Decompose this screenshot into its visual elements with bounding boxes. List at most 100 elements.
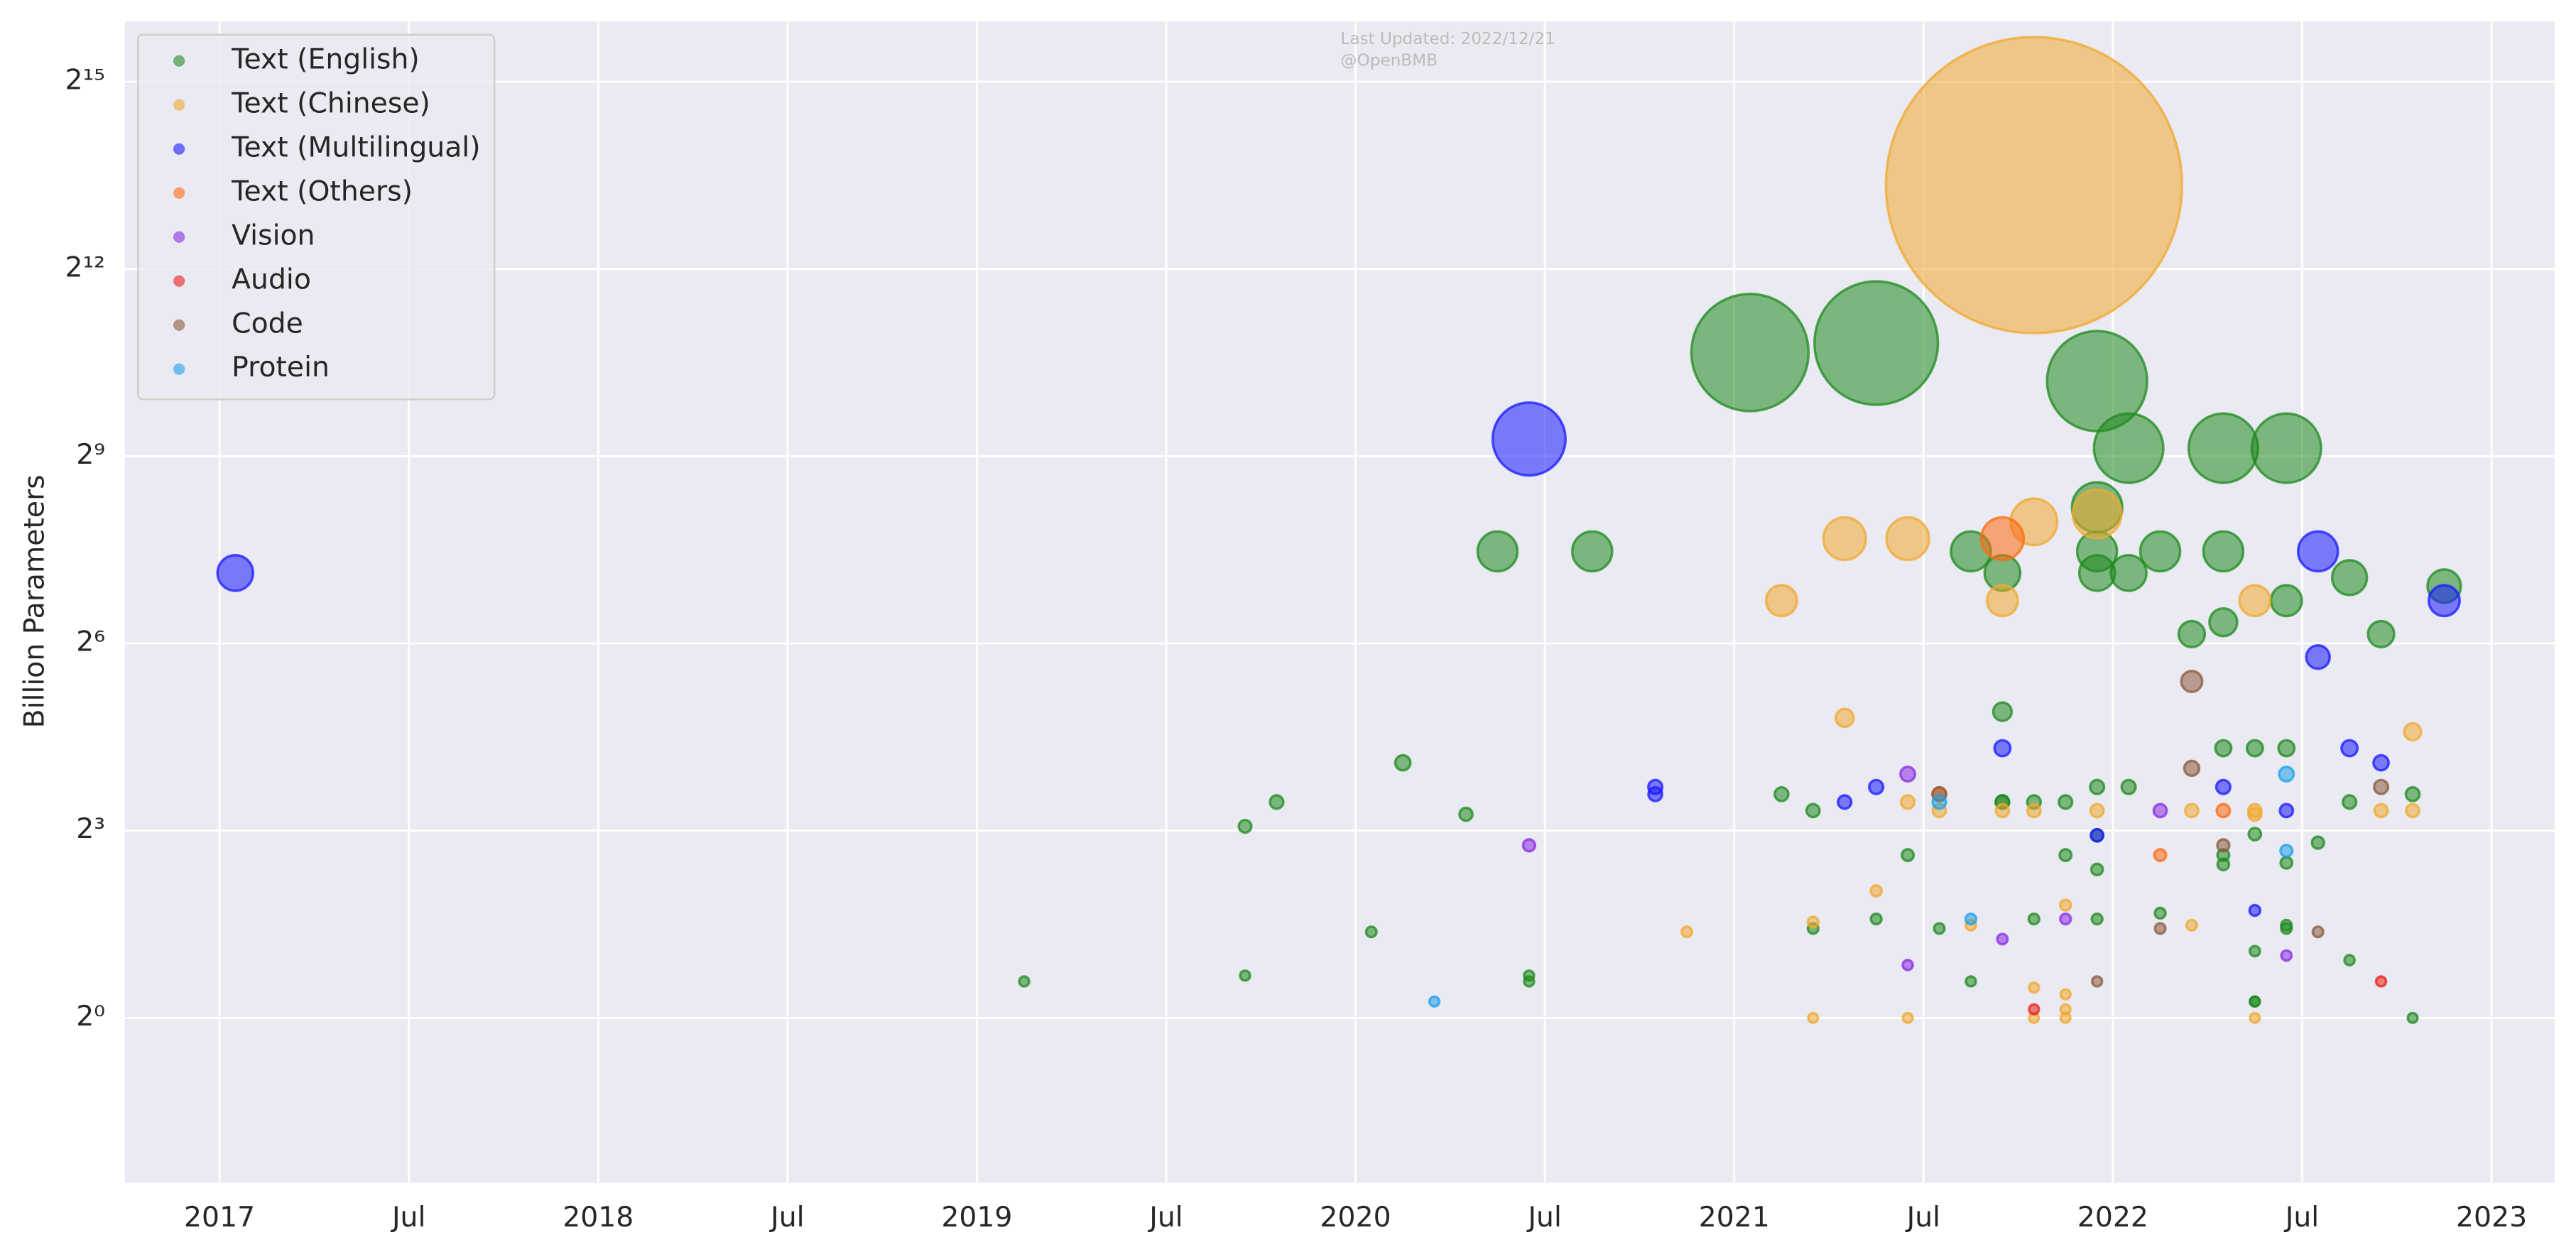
bubble (2214, 778, 2232, 795)
bubble (1523, 969, 1536, 982)
y-tick-label: 2⁶ (76, 626, 105, 658)
bubble (1521, 838, 1537, 853)
bubble (2089, 862, 2104, 877)
legend-label: Vision (232, 219, 315, 251)
x-tick-label: 2019 (941, 1202, 1012, 1234)
legend-label: Protein (232, 352, 330, 383)
bubble (2280, 922, 2293, 935)
bubble (2248, 945, 2261, 958)
bubble (1884, 36, 2184, 334)
bubble (1813, 280, 1940, 406)
bubble (1018, 975, 1031, 988)
bubble (2153, 906, 2167, 920)
bubble (1239, 969, 1251, 982)
bubble (2214, 739, 2233, 758)
bubble (1994, 802, 2011, 819)
bubble (2406, 1011, 2419, 1024)
bubble (2216, 838, 2231, 853)
y-tick-label: 2¹⁵ (65, 65, 106, 97)
bubble (2372, 778, 2390, 795)
bubble (2028, 981, 2040, 994)
bubble (2311, 925, 2325, 939)
bubble (2305, 644, 2331, 670)
bubble (2058, 794, 2074, 810)
bubble (1869, 912, 1883, 926)
bubble (2058, 898, 2072, 912)
bubble (2177, 619, 2207, 649)
bubble (1979, 516, 2026, 562)
bubble (1764, 584, 1798, 618)
legend-marker (173, 231, 185, 243)
bubble (2109, 554, 2148, 592)
bubble (1805, 802, 1821, 819)
bubble (1868, 778, 1885, 795)
bubble (2247, 806, 2263, 822)
bubble (1899, 766, 1917, 783)
bubble (2059, 912, 2072, 926)
legend-box (137, 33, 496, 401)
bubble (2215, 802, 2232, 819)
x-tick-label: Jul (1905, 1202, 1940, 1234)
bubble (1807, 1011, 1820, 1024)
x-tick-label: 2022 (2077, 1202, 2148, 1234)
bubble (2089, 827, 2105, 843)
bubble (1268, 794, 1285, 810)
bubble (1428, 995, 1441, 1008)
legend-marker (173, 363, 185, 375)
bubble (2153, 848, 2168, 863)
bubble (2138, 530, 2182, 573)
bubble (1901, 848, 1915, 863)
legend-label: Text (Chinese) (231, 87, 430, 119)
bubble (1996, 932, 2009, 946)
x-tick-label: Jul (1147, 1202, 1183, 1234)
bubble (2152, 802, 2168, 819)
bubble (1869, 883, 1884, 898)
bubble (2249, 1011, 2261, 1024)
bubble (1491, 401, 1567, 477)
bubble (1571, 530, 1614, 573)
bubble (2180, 669, 2204, 693)
bubble (2184, 802, 2200, 819)
bubble (2296, 530, 2339, 573)
bubble (2089, 802, 2105, 819)
legend-label: Text (Multilingual) (231, 131, 480, 163)
legend-marker (173, 99, 185, 111)
bubble (2058, 848, 2073, 863)
x-tick-label: 2017 (184, 1202, 255, 1234)
bubble (2245, 739, 2264, 758)
bubble (1822, 516, 1867, 562)
bubble (2372, 753, 2390, 772)
legend-label: Text (English) (231, 43, 420, 75)
bubble (2279, 843, 2294, 859)
bubble (2427, 584, 2461, 618)
legend-marker (173, 55, 185, 67)
bubble (1985, 584, 2019, 618)
bubble (2208, 606, 2239, 638)
bubble (1933, 922, 1946, 935)
bubble (2373, 802, 2389, 819)
y-axis-label: Billion Parameters (18, 474, 50, 728)
annotation: Last Updated: 2022/12/21 (1341, 30, 1555, 48)
bubble (1647, 785, 1664, 802)
bubble (2279, 856, 2294, 870)
bubble (1885, 516, 1930, 562)
bubble (2238, 584, 2272, 618)
bubble (2277, 739, 2296, 758)
legend-marker (173, 187, 185, 199)
bubble (1458, 806, 1474, 822)
bubble (2269, 584, 2303, 618)
bubble (2028, 1003, 2040, 1016)
bubble (1834, 707, 1855, 729)
x-tick-label: Jul (768, 1202, 804, 1234)
bubble (2248, 903, 2262, 918)
legend-label: Audio (232, 263, 311, 295)
bubble (2343, 954, 2356, 967)
bubble (2120, 778, 2137, 795)
bubble (1993, 739, 2012, 758)
annotation: @OpenBMB (1341, 51, 1438, 70)
bubble (1690, 293, 1810, 413)
bubble (2059, 988, 2072, 1001)
bubble (1680, 925, 1694, 939)
bubble (1964, 975, 1977, 988)
bubble (1806, 915, 1820, 929)
